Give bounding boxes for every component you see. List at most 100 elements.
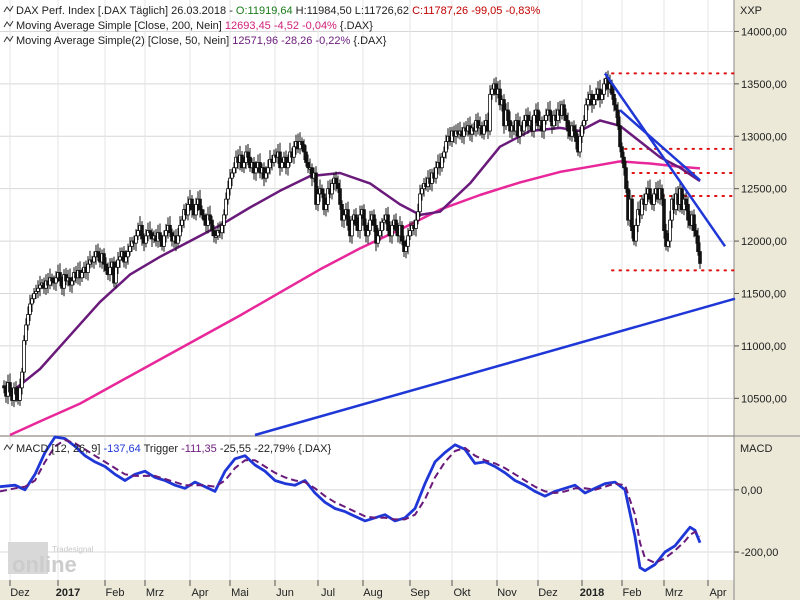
candle-up	[376, 235, 380, 244]
price-tick-label: 11500,00	[741, 288, 786, 300]
candle-up	[224, 198, 228, 216]
candle-up	[366, 230, 370, 237]
price-tick-label: 14000,00	[741, 26, 787, 38]
candle-down	[572, 125, 576, 132]
candle-up	[128, 245, 132, 252]
legend-row: Moving Average Simple [Close, 200, Nein]…	[16, 20, 373, 32]
legend-part: 12571,96 -28,26 -0,22%	[232, 35, 350, 47]
price-tick-label: 11000,00	[741, 341, 786, 353]
candle-up	[254, 167, 258, 174]
candle-down	[574, 130, 578, 142]
candle-up	[390, 224, 394, 237]
candle-up	[62, 274, 66, 289]
candle-up	[444, 141, 448, 153]
price-tick-label: 10500,00	[741, 393, 787, 405]
candle-up	[368, 219, 372, 232]
candle-up	[114, 266, 118, 284]
watermark-subtext: Tradesignal	[52, 545, 94, 554]
time-tick-label: Apr	[191, 587, 208, 599]
price-tick-label: 13500,00	[741, 79, 787, 91]
candle-up	[26, 314, 30, 326]
candle-up	[580, 125, 584, 137]
candle-down	[684, 198, 688, 205]
candle-up	[176, 235, 180, 244]
candle-up	[602, 83, 606, 95]
legend-icon	[3, 20, 14, 28]
candle-down	[648, 188, 652, 200]
time-tick-label: Jun	[276, 587, 294, 599]
candle-up	[462, 127, 466, 137]
candle-up	[316, 193, 320, 205]
legend-part: {.DAX}	[350, 35, 386, 47]
legend-part: MACD [12, 26, 9]	[16, 443, 103, 455]
candle-up	[180, 219, 184, 226]
legend-row: MACD [12, 26, 9] -137,64 Trigger -111,35…	[16, 443, 331, 455]
candle-down	[278, 151, 282, 169]
candle-down	[698, 251, 702, 264]
candle-up	[24, 324, 28, 342]
candle-up	[130, 240, 134, 247]
candle-up	[220, 224, 224, 234]
time-tick-label: Apr	[709, 587, 726, 599]
candle-down	[386, 214, 390, 232]
candle-up	[640, 198, 644, 216]
candle-down	[322, 193, 326, 211]
candle-up	[380, 221, 384, 232]
candle-up	[418, 193, 422, 213]
time-tick-label: Mrz	[146, 587, 164, 599]
candle-up	[232, 167, 236, 174]
candle-up	[80, 272, 84, 279]
candle-down	[400, 224, 404, 242]
time-tick-label: Mai	[231, 587, 249, 599]
candle-down	[622, 156, 626, 169]
candle-down	[362, 209, 366, 226]
candle-down	[96, 251, 100, 258]
candle-up	[230, 172, 234, 179]
candle-up	[164, 230, 168, 237]
candle-down	[686, 203, 690, 221]
candle-down	[536, 109, 540, 127]
time-tick-label: Feb	[623, 587, 642, 599]
candle-down	[354, 214, 358, 226]
price-grid	[0, 0, 734, 435]
candle-up	[286, 162, 290, 169]
candle-up	[178, 224, 182, 237]
candle-down	[336, 183, 340, 190]
candle-up	[228, 177, 232, 190]
price-axis-label: XXP	[740, 5, 762, 17]
candle-up	[136, 230, 140, 237]
candle-up	[342, 214, 346, 221]
candle-up	[482, 125, 486, 135]
candle-up	[522, 120, 526, 132]
candle-up	[420, 188, 424, 195]
candle-down	[190, 198, 194, 211]
candle-up	[38, 284, 42, 289]
candle-up	[264, 172, 268, 179]
candle-down	[614, 104, 618, 111]
time-tick-label: Feb	[106, 587, 125, 599]
candle-down	[14, 387, 18, 395]
macd-axis-label: MACD	[740, 443, 772, 455]
time-tick-label: Dez	[10, 587, 30, 599]
time-tick-label: Nov	[497, 587, 517, 599]
candle-down	[620, 146, 624, 158]
price-tick-label: 12000,00	[741, 236, 787, 248]
candle-down	[630, 198, 634, 232]
legend-part: -25,55 -22,79% {.DAX}	[217, 443, 332, 455]
legend-part: -137,64	[103, 443, 140, 455]
time-tick-label: Sep	[410, 587, 430, 599]
macd-grid	[0, 437, 734, 580]
candle-up	[652, 193, 656, 205]
candle-up	[22, 340, 26, 373]
candle-up	[586, 99, 590, 106]
candle-down	[692, 214, 696, 232]
candle-up	[30, 298, 34, 305]
candle-up	[330, 183, 334, 195]
legend-part: {.DAX}	[337, 20, 373, 32]
legend-part: Moving Average Simple [Close, 200, Nein]	[16, 20, 225, 32]
trendline	[603, 72, 727, 248]
candle-up	[144, 235, 148, 244]
candle-up	[36, 287, 40, 292]
legend-part: Trigger	[141, 443, 181, 455]
candle-down	[662, 198, 666, 232]
